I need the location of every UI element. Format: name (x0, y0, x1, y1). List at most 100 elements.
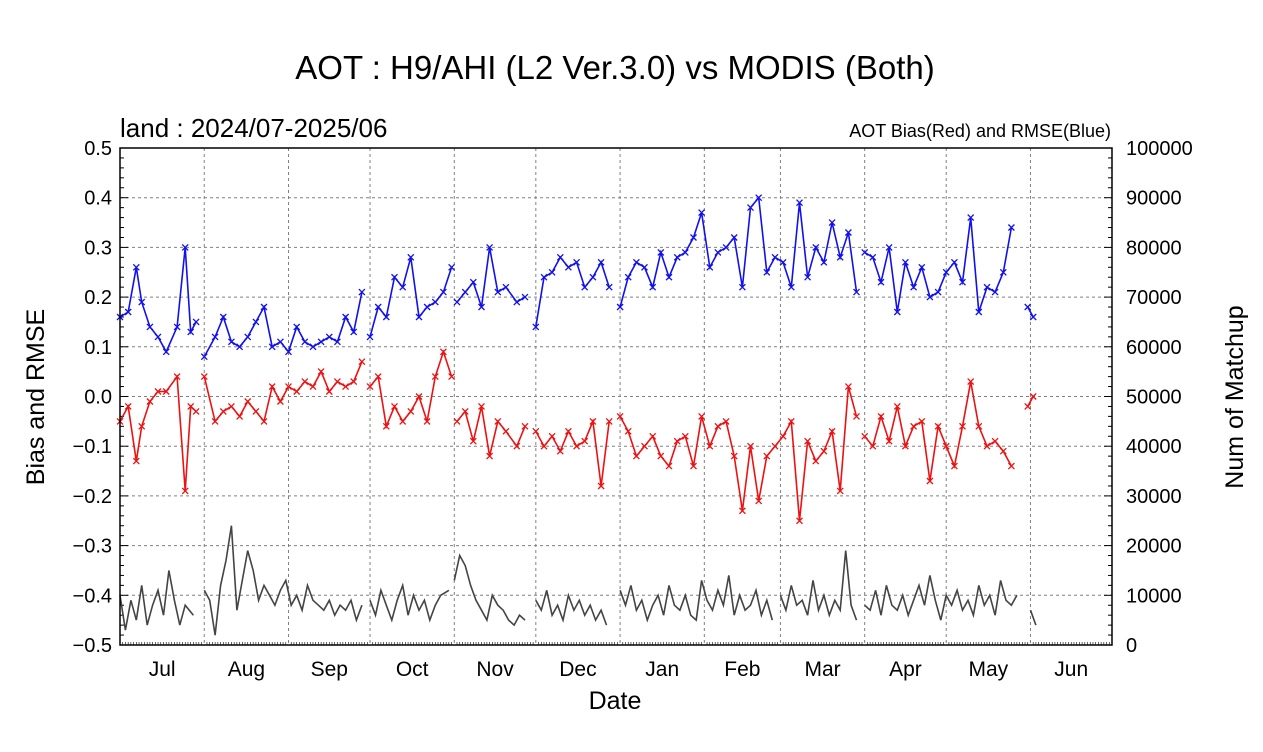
data-point-rmse (589, 273, 597, 281)
data-point-rmse (616, 303, 624, 311)
y-tick-label-right: 30000 (1126, 486, 1182, 508)
data-point-rmse (415, 313, 423, 321)
data-point-bias (573, 442, 581, 450)
data-point-rmse (926, 293, 934, 301)
data-point-bias (722, 417, 730, 425)
data-point-rmse (236, 343, 244, 351)
month-tick-label: Feb (724, 658, 760, 681)
data-point-bias (502, 427, 510, 435)
data-point-rmse (779, 258, 787, 266)
chart-subtitle: land : 2024/07-2025/06 (120, 113, 387, 143)
data-point-bias (589, 417, 597, 425)
data-point-bias (461, 407, 469, 415)
data-point-rmse (532, 323, 540, 331)
x-axis-label: Date (589, 687, 642, 715)
data-point-bias (399, 417, 407, 425)
month-tick-label: Nov (476, 658, 514, 681)
y-tick-label-left: 0.3 (84, 237, 112, 259)
series-line-bias (535, 418, 610, 487)
data-point-rmse (382, 313, 390, 321)
y-axis-label-left: Bias and RMSE (22, 309, 50, 485)
data-point-bias (513, 442, 521, 450)
data-point-rmse (325, 333, 333, 341)
y-tick-label-right: 70000 (1126, 287, 1182, 309)
data-point-rmse (861, 248, 869, 256)
data-point-rmse (350, 328, 358, 336)
data-point-rmse (187, 328, 195, 336)
data-point-rmse (260, 303, 268, 311)
data-point-bias (641, 442, 648, 450)
month-tick-label: Jul (149, 658, 176, 681)
data-point-rmse (469, 278, 477, 286)
data-point-bias (211, 417, 219, 425)
data-point-rmse (317, 338, 325, 346)
data-point-rmse (812, 243, 820, 251)
data-point-rmse (252, 318, 260, 326)
data-point-bias (690, 462, 697, 470)
data-point-rmse (869, 253, 877, 261)
data-point-rmse (796, 199, 803, 207)
y-tick-label-left: 0.2 (84, 287, 112, 309)
data-point-rmse (423, 303, 431, 311)
data-point-bias (431, 373, 439, 381)
data-point-rmse (374, 303, 382, 311)
data-point-rmse (910, 283, 918, 291)
data-point-rmse (486, 243, 494, 251)
y-tick-label-right: 50000 (1126, 387, 1182, 409)
y-tick-label-left: −0.2 (73, 486, 112, 508)
data-point-rmse (950, 258, 958, 266)
data-point-bias (828, 427, 836, 435)
data-point-bias (192, 407, 200, 415)
data-point-bias (260, 417, 268, 425)
data-point-rmse (804, 273, 812, 281)
data-point-rmse (342, 313, 350, 321)
data-point-bias (853, 412, 860, 420)
data-point-bias (366, 383, 374, 391)
y-tick-label-left: 0.1 (84, 337, 112, 359)
data-point-bias (325, 388, 333, 395)
data-point-rmse (138, 298, 146, 306)
series-line-num-of-matchup (1029, 609, 1037, 626)
data-point-bias (983, 442, 991, 450)
data-point-bias (869, 442, 877, 450)
data-point-rmse (301, 338, 309, 346)
data-point-bias (657, 452, 665, 460)
data-point-rmse (763, 268, 771, 276)
data-point-bias (301, 378, 309, 386)
y-tick-label-right: 0 (1126, 635, 1137, 657)
data-point-bias (154, 388, 162, 395)
month-tick-label: Sep (311, 658, 348, 681)
data-point-rmse (828, 219, 836, 227)
data-point-rmse (665, 273, 673, 281)
data-point-rmse (844, 229, 852, 236)
data-point-bias (219, 407, 227, 415)
data-point-bias (605, 417, 613, 425)
series-line-rmse (619, 195, 858, 308)
data-point-rmse (967, 214, 975, 222)
data-point-bias (812, 457, 820, 465)
data-point-bias (877, 412, 885, 420)
data-point-bias (959, 422, 966, 430)
data-point-bias (755, 497, 763, 505)
data-point-rmse (162, 348, 170, 356)
data-point-rmse (124, 308, 132, 316)
data-point-bias (950, 462, 958, 470)
series-line-rmse (535, 255, 610, 328)
data-point-bias (181, 487, 189, 495)
y-tick-label-left: 0.0 (84, 387, 112, 409)
data-point-rmse (632, 258, 640, 266)
data-point-bias (415, 393, 423, 400)
data-point-rmse (771, 253, 779, 261)
left-tick-labels: 0.5 0.4 0.3 0.2 0.1 0.0 −0.1 −0.2 −0.3 −0.4 −0.5 (73, 138, 112, 657)
data-point-rmse (983, 283, 991, 291)
data-point-rmse (513, 298, 521, 306)
data-point-rmse (673, 253, 681, 261)
data-point-rmse (154, 333, 162, 341)
data-point-bias (200, 373, 208, 381)
data-point-bias (991, 437, 999, 445)
data-point-rmse (991, 288, 999, 296)
data-point-rmse (975, 308, 983, 316)
data-point-bias (293, 388, 301, 395)
data-point-bias (771, 442, 779, 450)
y-tick-label-left: −0.3 (73, 536, 112, 558)
